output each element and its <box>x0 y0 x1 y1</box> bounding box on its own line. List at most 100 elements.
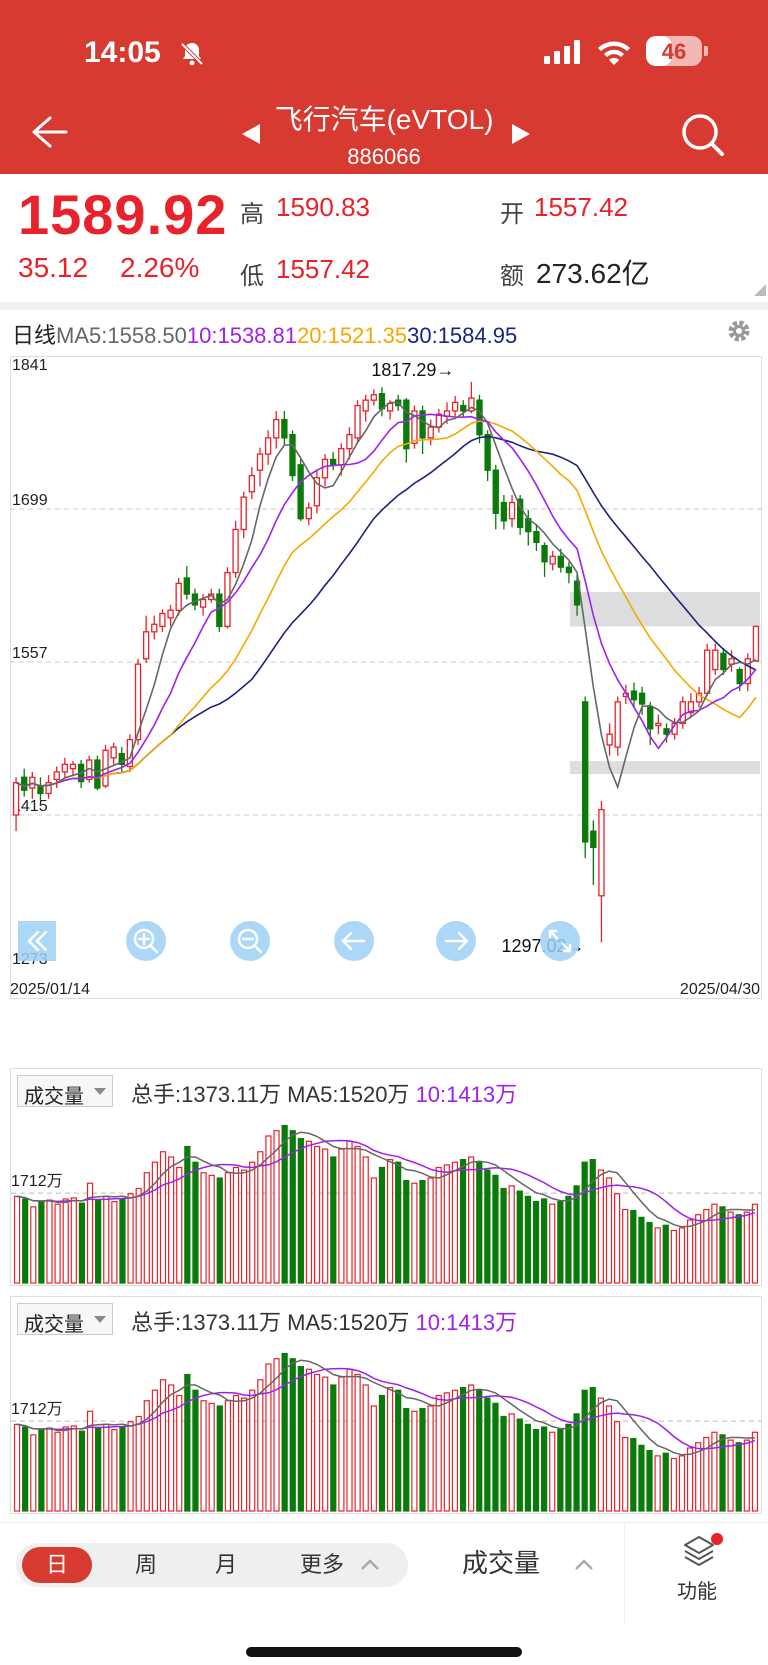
volume-bar <box>638 1216 645 1284</box>
volume-bar <box>354 1373 361 1512</box>
volume-bar <box>168 1384 175 1512</box>
candle-body <box>281 418 288 439</box>
pan-right-button[interactable] <box>436 921 476 961</box>
zoom-in-button[interactable] <box>126 921 166 961</box>
volume-bar <box>265 1135 272 1284</box>
back-arrow-icon[interactable] <box>30 114 70 150</box>
volume-ma5-line <box>16 1131 755 1228</box>
bottom-toolbar: 日 周 月 更多 成交量 功能 <box>0 1522 768 1665</box>
volume-bar <box>727 1211 734 1284</box>
volume-bar <box>751 1203 759 1284</box>
candle-body <box>663 728 670 735</box>
kline-chart[interactable]: 184116991557141512731817.29→1297.02→2025… <box>10 356 762 1032</box>
wifi-icon <box>598 41 630 65</box>
volume-bar <box>622 1436 629 1512</box>
volume-bar <box>403 1180 410 1284</box>
volume-bar <box>192 1161 199 1284</box>
volume-bar <box>435 1166 442 1284</box>
open-label: 开 <box>500 201 524 228</box>
chevron-up-icon[interactable] <box>574 1557 594 1571</box>
candle-body <box>321 458 329 479</box>
volume-bar <box>711 1203 718 1284</box>
arrow-left-icon <box>341 931 366 951</box>
volume-bar <box>719 1434 726 1512</box>
volume-bar <box>500 1187 507 1284</box>
corner-expand-icon[interactable] <box>754 284 766 296</box>
volume-bar <box>589 1159 596 1284</box>
zoom-out-button[interactable] <box>230 921 270 961</box>
volume-bar <box>249 1161 256 1284</box>
period-day[interactable]: 日 <box>22 1547 92 1583</box>
price-change: 35.12 <box>18 252 89 283</box>
prev-stock-icon[interactable] <box>240 122 262 146</box>
indicator-selector[interactable]: 成交量 <box>17 1303 113 1336</box>
volume-bar <box>735 1214 742 1284</box>
kline-svg[interactable]: 184116991557141512731817.29→1297.02→2025… <box>10 356 762 1032</box>
next-stock-icon[interactable] <box>510 122 532 146</box>
candle-body <box>142 631 150 660</box>
candle-body <box>541 544 548 563</box>
candle-body <box>69 763 77 770</box>
candle-body <box>134 663 142 741</box>
candle-body <box>126 738 134 768</box>
volume-bar <box>743 1211 750 1284</box>
volume-bar <box>208 1174 215 1284</box>
volume-bar <box>613 1421 621 1512</box>
indicator-selector[interactable]: 成交量 <box>17 1075 113 1108</box>
candle-body <box>638 692 646 705</box>
fullscreen-button[interactable] <box>540 921 580 961</box>
period-month[interactable]: 月 <box>214 1552 237 1577</box>
volume-bar <box>419 1180 426 1284</box>
pan-left-button[interactable] <box>334 921 374 961</box>
candle-body <box>216 593 223 628</box>
volume-bar <box>127 1193 134 1284</box>
volume-ma10: 10:1413万 <box>415 1310 518 1335</box>
candle-body <box>346 434 353 450</box>
candle-body <box>329 458 337 466</box>
scroll-start-button[interactable] <box>18 921 56 961</box>
candle-body <box>427 426 434 439</box>
volume-bar <box>322 1148 329 1284</box>
volume-bar <box>411 1410 418 1512</box>
volume-bar <box>646 1450 653 1512</box>
candle-body <box>370 394 377 401</box>
volume-bar <box>541 1198 548 1284</box>
volume-bar <box>46 1199 53 1284</box>
function-button[interactable]: 功能 <box>624 1523 768 1623</box>
volume-bar <box>159 1151 167 1284</box>
candle-body <box>606 733 613 746</box>
candle-body <box>297 464 304 520</box>
period-more[interactable]: 更多 <box>299 1552 344 1577</box>
chevron-up-icon[interactable] <box>360 1557 380 1571</box>
candle-body <box>289 434 296 477</box>
volume-bar <box>13 1195 21 1284</box>
volume-panel-1: 成交量 总手:1373.11万 MA5:1520万 10:1413万 1712万 <box>10 1068 762 1286</box>
volume-bar <box>427 1405 434 1512</box>
volume-bar <box>240 1169 248 1284</box>
volume-bar <box>111 1429 118 1512</box>
volume-bar <box>508 1413 515 1512</box>
volume-info: 总手:1373.11万 MA5:1520万 10:1413万 <box>131 1305 517 1337</box>
indicator-button[interactable]: 成交量 <box>462 1548 541 1578</box>
candle-body <box>590 830 597 848</box>
volume-bar <box>646 1222 653 1284</box>
volume-bar <box>719 1206 726 1284</box>
candle-body <box>354 404 361 439</box>
candle-body <box>338 448 345 466</box>
home-indicator[interactable] <box>246 1647 522 1657</box>
period-week[interactable]: 周 <box>134 1552 157 1577</box>
battery-level: 46 <box>661 39 687 64</box>
volume-bar <box>541 1426 548 1512</box>
volume-bar <box>78 1430 86 1512</box>
search-icon[interactable] <box>680 112 726 158</box>
low-value: 1557.42 <box>276 254 370 284</box>
volume-bar <box>492 1174 499 1284</box>
volume-bar <box>95 1199 102 1284</box>
volume-bar <box>232 1394 240 1512</box>
volume-bar <box>678 1227 686 1284</box>
candle-body <box>183 577 190 595</box>
volume-bar <box>313 1145 321 1284</box>
y-tick-label: 1699 <box>12 492 48 509</box>
volume-bar <box>654 1455 661 1512</box>
gear-icon[interactable] <box>726 318 752 344</box>
